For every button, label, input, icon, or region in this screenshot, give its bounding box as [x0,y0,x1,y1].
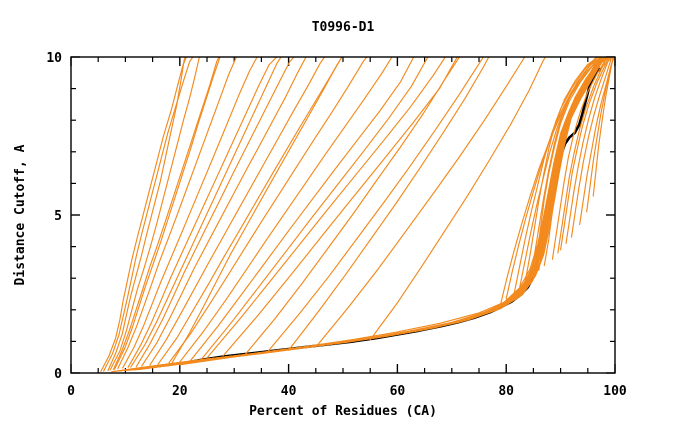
prediction-group-curve-52 [369,57,546,341]
prediction-group-curve-35 [127,57,278,368]
prediction-group-curve-34 [122,57,258,369]
prediction-group-curve-50 [266,57,484,354]
y-axis-title-group: Distance Cutoff, A [13,144,28,285]
prediction-group-curve-69 [586,57,614,213]
prediction-group-curve-30 [107,57,186,372]
prediction-group-curve-18 [120,57,606,372]
prediction-group-curve-44 [222,57,458,357]
prediction-group-curve-40 [168,57,368,364]
prediction-group-curve-45 [200,57,429,360]
reference-model-curve [179,67,602,365]
prediction-group-curve-70 [592,57,615,197]
prediction-group-curve-66 [565,57,614,245]
x-axis-title: Percent of Residues (CA) [249,404,437,419]
axis-ticks [70,56,616,374]
y-tick-label-5: 5 [54,209,62,224]
x-tick-label-80: 80 [498,384,514,399]
prediction-group-curve-63 [500,57,601,305]
prediction-group-curve-46 [171,57,343,365]
prediction-group-curve-28 [100,57,187,372]
prediction-group-curve-58 [560,57,613,251]
y-tick-label-10: 10 [46,51,62,66]
prediction-group-curve-3 [125,57,612,371]
prediction-group-curve-29 [103,57,194,372]
x-tick-label-20: 20 [172,384,188,399]
prediction-group-curve-10 [154,57,608,368]
prediction-group-curve-55 [524,57,599,282]
prediction-group-curve-36 [135,57,295,368]
prediction-group-curve-48 [112,57,220,371]
prediction-group-curve-53 [244,57,460,356]
prediction-group-curve-8 [119,57,605,372]
prediction-group-curve-54 [532,57,604,276]
prediction-group-curve-32 [113,57,221,370]
prediction-group-curve-67 [557,57,611,254]
x-tick-label-60: 60 [390,384,406,399]
x-tick-label-100: 100 [603,384,627,399]
prediction-group-curve-47 [130,57,282,368]
prediction-group-curve-56 [543,57,611,267]
plot-frame [70,56,616,374]
prediction-group-curve-38 [149,57,326,366]
prediction-group-curve-23 [152,57,607,369]
chart-title-group: T0996-D1 [312,20,375,35]
prediction-group-curve-49 [288,57,490,351]
prediction-group-curve-57 [551,57,608,260]
prediction-group-curve-37 [141,57,307,367]
prediction-group-curve-43 [206,57,446,359]
prediction-group-curve-41 [179,57,393,363]
prediction-group-curve-61 [570,57,613,238]
chart-title: T0996-D1 [312,20,375,35]
data-series-layer [100,57,615,373]
prediction-group-curve-31 [109,57,200,371]
x-axis-title-group: Percent of Residues (CA) [249,404,437,419]
prediction-group-curve-64 [538,57,607,271]
prediction-group-curve-39 [157,57,343,365]
x-tick-label-40: 40 [281,384,297,399]
prediction-group-curve-68 [519,57,603,288]
x-tick-label-0: 0 [67,384,75,399]
prediction-group-curve-0 [130,57,606,371]
prediction-group-curve-51 [315,57,526,348]
axis-tick-labels: 0 20 40 60 80 100 0 5 10 [46,51,627,399]
prediction-group-curve-42 [190,57,415,361]
y-axis-title: Distance Cutoff, A [13,144,28,285]
prediction-group-curve-33 [117,57,237,370]
y-tick-label-0: 0 [54,367,62,382]
